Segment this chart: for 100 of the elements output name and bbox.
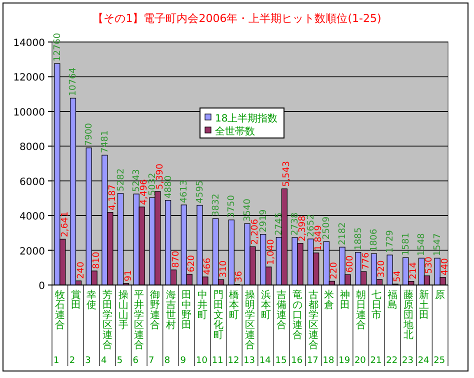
x-tick-label: 中井町 [197, 289, 208, 321]
x-tick-label: 米倉 [324, 289, 334, 311]
legend-label: 全世帯数 [215, 126, 255, 138]
data-label: 2,641 [60, 211, 70, 238]
text: 8 [164, 356, 170, 366]
data-label: 54 [393, 270, 404, 282]
x-tick-label: 吉備連合 [276, 289, 287, 331]
text: 4 [101, 356, 108, 366]
text: 15 [275, 356, 287, 366]
y-tick-label: 10000 [13, 107, 45, 118]
data-label: 2509 [322, 216, 332, 240]
text: 14 [259, 356, 272, 366]
data-label: 2182 [338, 222, 348, 246]
data-label: 870 [171, 250, 182, 268]
data-label: 5282 [116, 168, 126, 192]
text: 9 [180, 356, 186, 366]
data-label: 220 [330, 262, 340, 280]
x-tick-label: 操山山手 [118, 289, 128, 331]
x-tick-label: 古都学区連合 [308, 289, 318, 351]
data-label: 310 [218, 260, 229, 278]
text: 25 [434, 356, 446, 366]
text: 23 [402, 356, 414, 366]
text: 11 [212, 356, 224, 366]
data-label: 36 [234, 270, 245, 282]
data-label: 7900 [84, 122, 95, 146]
data-label: 3832 [211, 194, 222, 216]
data-label: 240 [76, 261, 86, 279]
x-tick-label: 操明学区連合 [245, 289, 255, 351]
y-tick-label: 0 [38, 281, 45, 292]
x-tick-label: 竜の口連合 [292, 289, 303, 341]
data-label: 1,849 [314, 224, 324, 251]
x-tick-label: 平井学区連合 [134, 290, 144, 351]
x-tick-label: 浜本町 [260, 289, 271, 321]
data-label: 4880 [164, 175, 174, 198]
data-label: 776 [361, 252, 372, 270]
x-tick-label: 七日市 [372, 289, 382, 321]
data-label: 10764 [68, 67, 79, 96]
data-label: 3540 [243, 198, 253, 222]
x-tick-label: 田中野田 [182, 290, 192, 331]
text: 12 [228, 356, 240, 366]
data-label: 3750 [227, 194, 238, 218]
x-tick-label: 賞田 [70, 289, 81, 311]
x-tick-label: 幸使 [86, 289, 97, 311]
y-tick-label: 14000 [13, 38, 45, 49]
text: 21 [370, 356, 382, 366]
data-label: 5,390 [155, 163, 166, 190]
data-label: 1,040 [266, 238, 276, 265]
text: 16 [291, 356, 303, 366]
data-label: 2,206 [250, 218, 260, 245]
y-tick-label: 6000 [20, 176, 45, 188]
data-label: 620 [187, 254, 198, 272]
x-tick-label: 橋本町 [229, 289, 240, 321]
text: 17 [306, 356, 318, 366]
data-label: 2919 [258, 209, 269, 232]
data-label: 2745 [274, 212, 285, 236]
y-tick-label: 8000 [20, 142, 45, 154]
data-label: 4595 [195, 180, 206, 204]
data-label: 91 [124, 270, 134, 282]
data-label: 1581 [401, 232, 412, 256]
data-label: 5,543 [282, 161, 292, 187]
data-label: 4,187 [108, 184, 118, 210]
data-label: 466 [202, 257, 213, 275]
text: 3 [85, 356, 91, 366]
text: 7 [148, 356, 154, 366]
chart-title: 【その1】電子町内会2006年・上半期ヒット数順位(1-25) [92, 12, 382, 25]
text: 20 [354, 356, 366, 366]
data-label: 1885 [354, 227, 364, 250]
data-label: 1806 [370, 228, 380, 252]
x-tick-label: 福島 [388, 289, 398, 311]
data-label: 4613 [180, 180, 190, 203]
text: 2 [69, 356, 76, 366]
data-label: 1729 [386, 230, 396, 253]
data-label: 600 [346, 255, 356, 273]
data-label: 1548 [417, 232, 428, 256]
x-tick-label: 原 [435, 290, 446, 301]
text: 18 [322, 356, 335, 366]
data-label: 810 [92, 251, 102, 269]
x-tick-label: 新土田 [419, 289, 430, 321]
x-tick-label: 海吉世村 [164, 289, 176, 331]
x-tick-label: 朝日連合 [356, 289, 366, 331]
text: 5 [116, 356, 123, 366]
data-label: 7481 [100, 130, 110, 154]
x-tick-label: 芳田学区連合 [102, 289, 112, 351]
data-label: 214 [408, 262, 419, 280]
x-tick-label: 門田文化町 [213, 290, 224, 341]
text: 1 [54, 356, 60, 366]
text: 6 [132, 356, 139, 366]
legend-label: 18上半期指数 [215, 112, 278, 124]
data-label: 1547 [433, 233, 444, 256]
text: 13 [244, 356, 256, 366]
y-tick-label: 12000 [13, 72, 45, 84]
y-tick-label: 2000 [20, 246, 45, 258]
text: 24 [418, 356, 430, 366]
text: 22 [386, 356, 398, 366]
text: 19 [338, 356, 350, 366]
x-tick-label: 神田 [340, 289, 350, 311]
text: 10 [196, 356, 208, 366]
x-tick-label: 御野連合 [150, 290, 160, 331]
data-label: 440 [440, 258, 451, 276]
y-tick-label: 4000 [20, 212, 45, 223]
